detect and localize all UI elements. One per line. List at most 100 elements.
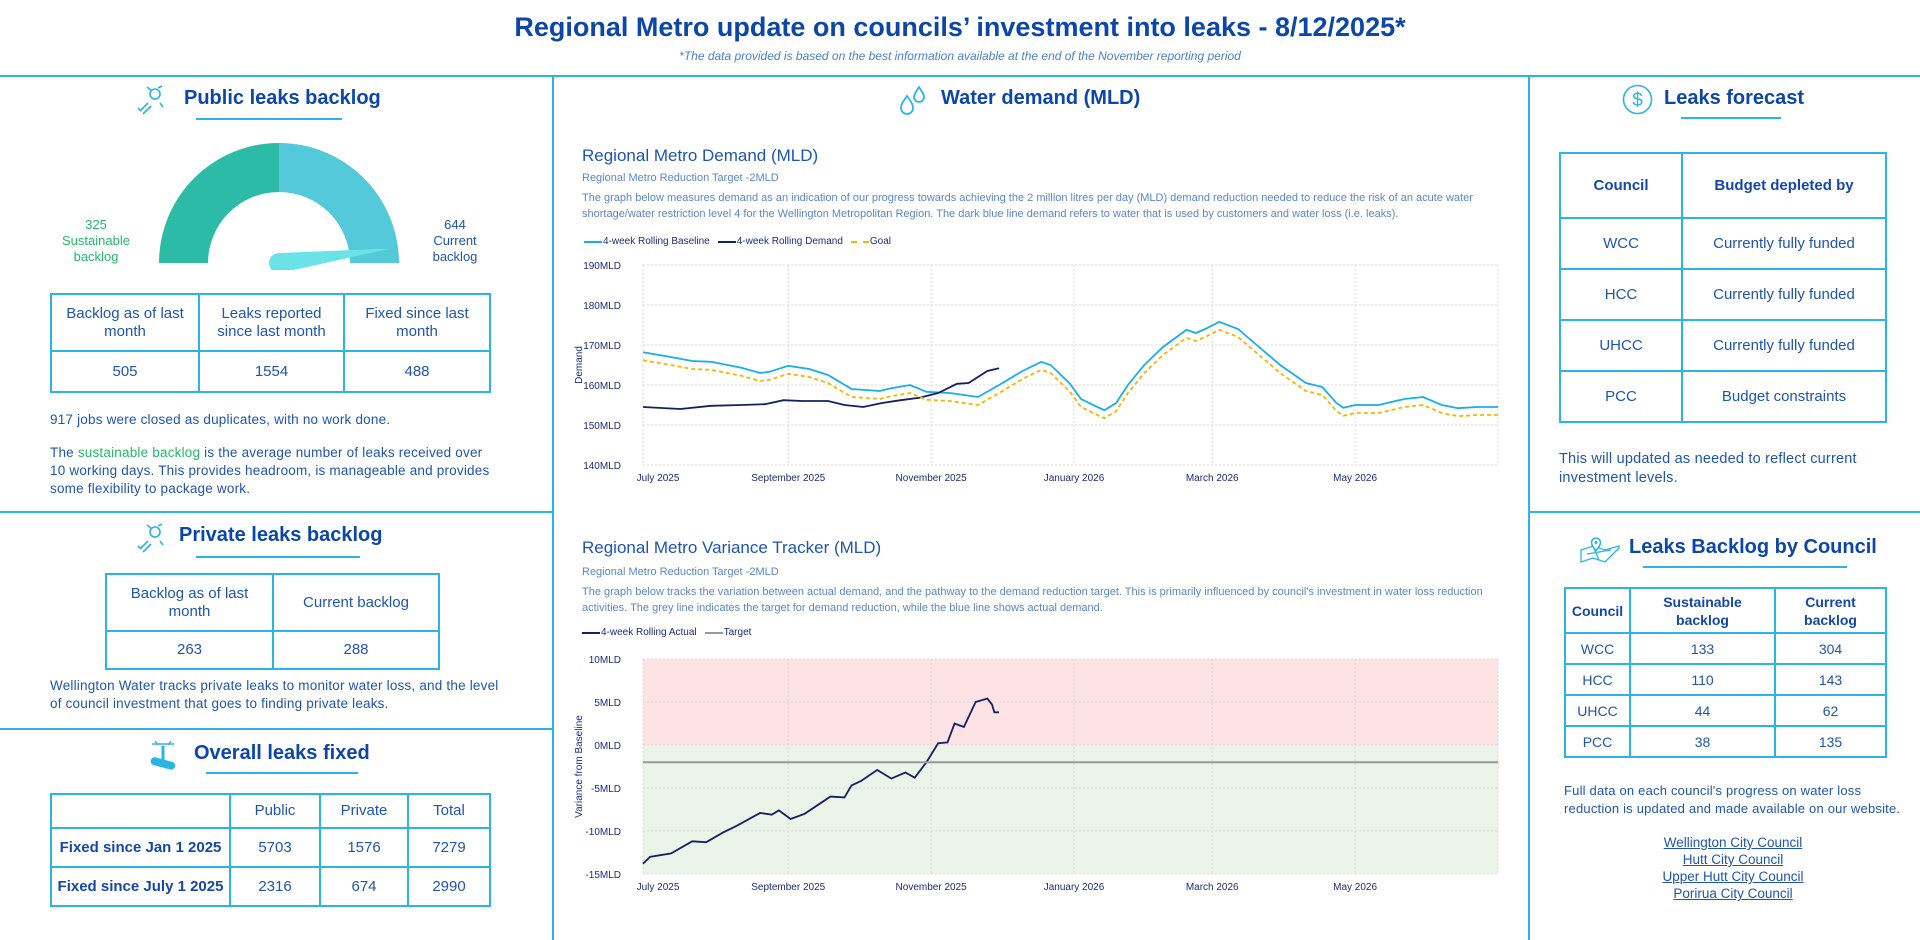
- overall-fixed-table: Public Private Total Fixed since Jan 1 2…: [50, 793, 491, 907]
- table-cell: WCC: [1564, 632, 1631, 665]
- legend-item-4-week-rolling-demand[interactable]: 4-week Rolling Demand: [717, 236, 843, 247]
- table-cell: 288: [272, 630, 440, 670]
- leaks-forecast-table: Council Budget depleted by WCC Currently …: [1559, 152, 1887, 423]
- section-title-backlog-by-council: Leaks Backlog by Council: [1629, 536, 1877, 558]
- wrench-hand-icon: [137, 523, 164, 553]
- table-header: Council: [1564, 587, 1631, 634]
- table-cell: 2316: [229, 866, 321, 907]
- y-tick-label: -15MLD: [585, 870, 621, 881]
- link-hutt-city-council[interactable]: Hutt City Council: [1682, 852, 1784, 867]
- table-cell: 5703: [229, 827, 321, 868]
- demand-chart-legend: 4-week Rolling Baseline 4-week Rolling De…: [584, 236, 895, 247]
- legend-item-4-week-rolling-actual[interactable]: 4-week Rolling Actual: [582, 627, 697, 638]
- legend-swatch: [582, 631, 600, 634]
- divider: [0, 728, 553, 730]
- series-line-goal: [642, 328, 1498, 420]
- table-header: [50, 793, 231, 829]
- table-cell: HCC: [1559, 268, 1683, 321]
- divider: [0, 75, 1920, 77]
- table-cell: 44: [1629, 694, 1776, 727]
- legend-label: 4-week Rolling Actual: [601, 627, 697, 638]
- forecast-note: This will updated as needed to reflect c…: [1559, 451, 1857, 486]
- legend-swatch: [704, 631, 723, 634]
- burst-pipe-icon: [150, 740, 176, 770]
- text: The: [50, 445, 78, 460]
- legend-item-4-week-rolling-baseline[interactable]: 4-week Rolling Baseline: [584, 236, 710, 247]
- y-tick-label: 140MLD: [583, 461, 621, 472]
- table-cell: 1554: [198, 350, 345, 393]
- public-backlog-table: Backlog as of last month Leaks reported …: [50, 293, 491, 393]
- title-underline: [1681, 117, 1781, 119]
- x-tick-label: July 2025: [637, 473, 680, 484]
- legend-swatch: [717, 240, 736, 243]
- gauge-current-segment: [279, 143, 399, 263]
- table-header: Fixed since last month: [343, 293, 491, 352]
- series-line-4-week-rolling-baseline: [642, 320, 1498, 412]
- demand-chart: 140MLD 150MLD 160MLD 170MLD 180MLD 190MLD July…: [574, 261, 1499, 484]
- y-tick-label: 5MLD: [594, 698, 621, 709]
- water-drops-icon: [900, 85, 925, 115]
- demand-chart-title: Regional Metro Demand (MLD): [582, 146, 819, 165]
- gauge-sustainable-caption: Sustainable backlog: [62, 233, 130, 264]
- legend-label: 4-week Rolling Baseline: [603, 236, 710, 247]
- gauge-needle: [269, 248, 391, 270]
- legend-label: Target: [723, 627, 752, 638]
- x-tick-label: November 2025: [896, 882, 968, 893]
- y-tick-label: 0MLD: [594, 741, 621, 752]
- y-tick-label: 170MLD: [583, 341, 621, 352]
- row-label: Fixed since July 1 2025: [50, 866, 231, 907]
- table-cell: 263: [105, 630, 274, 670]
- x-tick-label: May 2026: [1333, 473, 1377, 484]
- variance-chart-description: The graph below tracks the variation bet…: [582, 586, 1483, 614]
- demand-chart-subtitle: Regional Metro Reduction Target -2MLD: [582, 172, 779, 184]
- x-tick-label: September 2025: [751, 882, 825, 893]
- y-axis-label: Demand: [574, 346, 585, 384]
- section-title-overall-fixed: Overall leaks fixed: [194, 742, 370, 764]
- x-tick-label: September 2025: [751, 473, 825, 484]
- svg-text:$: $: [1632, 90, 1643, 111]
- variance-chart: -15MLD -10MLD -5MLD 0MLD 5MLD 10MLD July 2025 S…: [574, 655, 1499, 893]
- council-links: Wellington City Council Hutt City Counci…: [1633, 834, 1833, 902]
- table-cell: Currently fully funded: [1681, 217, 1887, 270]
- legend-item-goal[interactable]: Goal: [850, 236, 891, 247]
- variance-chart-legend: 4-week Rolling Actual Target: [582, 627, 755, 638]
- page-title: Regional Metro update on councils’ inves…: [514, 12, 1406, 42]
- table-cell: 143: [1774, 663, 1887, 696]
- link-porirua-city-council[interactable]: Porirua City Council: [1673, 886, 1793, 901]
- row-label: Fixed since Jan 1 2025: [50, 827, 231, 868]
- table-header: Council: [1559, 152, 1683, 219]
- section-title-private-leaks: Private leaks backlog: [179, 524, 383, 546]
- table-cell: 2990: [407, 866, 491, 907]
- section-title-leaks-forecast: Leaks forecast: [1664, 87, 1805, 109]
- series-line-4-week-rolling-demand: [642, 367, 1000, 410]
- gauge-current-label: 644 Current backlog: [425, 217, 485, 265]
- y-tick-label: 10MLD: [589, 655, 621, 666]
- x-tick-label: March 2026: [1186, 473, 1239, 484]
- backlog-by-council-table: Council Sustainable backlog Current back…: [1564, 587, 1887, 758]
- text: is the average number of leaks received …: [50, 445, 490, 496]
- gauge-current-value: 644: [444, 217, 466, 232]
- series-line-4-week-rolling-actual: [642, 697, 1000, 865]
- table-cell: 7279: [407, 827, 491, 868]
- sustainable-backlog-highlight: sustainable backlog: [77, 445, 201, 460]
- gauge-current-caption: Current backlog: [432, 233, 478, 264]
- x-tick-label: May 2026: [1333, 882, 1377, 893]
- table-cell: 304: [1774, 632, 1887, 665]
- link-wellington-city-council[interactable]: Wellington City Council: [1663, 835, 1803, 850]
- legend-swatch: [584, 240, 602, 243]
- section-title-water-demand: Water demand (MLD): [941, 87, 1141, 109]
- dollar-icon: $: [1622, 84, 1653, 115]
- table-cell: WCC: [1559, 217, 1683, 270]
- map-pin-icon: [1580, 537, 1620, 563]
- legend-item-target[interactable]: Target: [704, 627, 752, 638]
- link-upper-hutt-city-council[interactable]: Upper Hutt City Council: [1662, 869, 1804, 884]
- y-tick-label: 190MLD: [583, 261, 621, 272]
- divider: [0, 511, 553, 513]
- legend-label: 4-week Rolling Demand: [736, 236, 843, 247]
- table-cell: Currently fully funded: [1681, 319, 1887, 372]
- y-axis-label: Variance from Baseline: [574, 715, 585, 818]
- table-header: Backlog as of last month: [105, 573, 274, 632]
- divider: [552, 75, 554, 940]
- title-underline: [196, 556, 360, 558]
- sustainable-backlog-explanation: The sustainable backlog is the average n…: [50, 444, 500, 498]
